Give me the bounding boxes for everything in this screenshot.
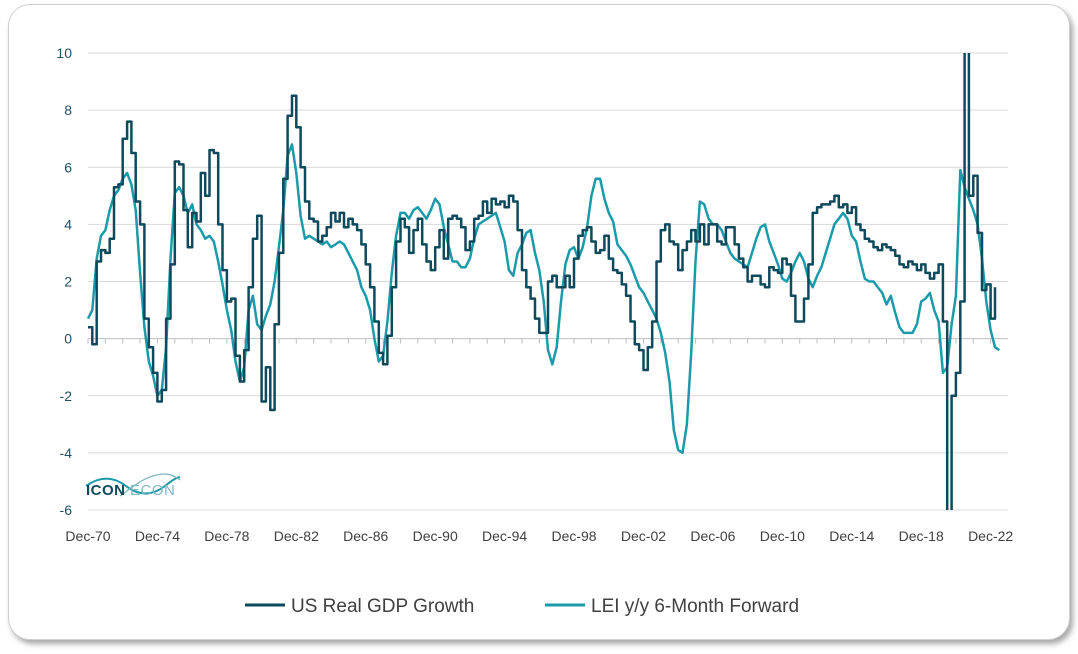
x-tick-label: Dec-78: [204, 528, 249, 544]
y-tick-label: 4: [64, 216, 72, 232]
logo-wave: [85, 476, 181, 495]
x-tick-label: Dec-86: [343, 528, 388, 544]
x-tick-label: Dec-82: [274, 528, 319, 544]
x-tick-label: Dec-94: [482, 528, 527, 544]
legend-label: LEI y/y 6-Month Forward: [591, 596, 799, 617]
iconecon-logo: ICON ECON: [85, 473, 181, 499]
y-tick-label: -2: [60, 388, 73, 404]
y-tick-label: 0: [64, 331, 72, 347]
series-line-1: [86, 143, 1000, 455]
logo-text-left: ICON: [86, 482, 126, 499]
logo-wave-2: [119, 473, 181, 497]
series-line-0: [88, 53, 997, 510]
series-lines: [86, 53, 1000, 510]
x-tick-label: Dec-10: [760, 528, 805, 544]
x-tick-label: Dec-06: [690, 528, 735, 544]
x-tick-label: Dec-22: [968, 528, 1013, 544]
y-tick-label: 2: [64, 274, 72, 290]
x-tick-label: Dec-18: [899, 528, 944, 544]
x-tick-label: Dec-98: [551, 528, 596, 544]
y-tick-label: 8: [64, 102, 72, 118]
legend-label: US Real GDP Growth: [291, 596, 474, 617]
y-tick-label: 10: [56, 45, 72, 61]
x-tick-label: Dec-70: [65, 528, 110, 544]
x-tick-label: Dec-14: [829, 528, 874, 544]
y-axis-ticks: -6 -4 -2 0 2 4 6 8 10: [56, 45, 72, 518]
y-tick-label: -4: [60, 445, 73, 461]
x-tick-label: Dec-74: [135, 528, 180, 544]
grid-lines: [88, 52, 1008, 511]
x-axis-ticks: Dec-70 Dec-74 Dec-78 Dec-82 Dec-86 Dec-90 Dec-…: [65, 338, 1013, 544]
legend: US Real GDP Growth LEI y/y 6-Month Forwar…: [245, 596, 799, 617]
logo-text-right: ECON: [130, 482, 175, 499]
y-tick-label: -6: [60, 502, 73, 518]
x-tick-label: Dec-90: [413, 528, 458, 544]
x-tick-label: Dec-02: [621, 528, 666, 544]
y-tick-label: 6: [64, 159, 72, 175]
